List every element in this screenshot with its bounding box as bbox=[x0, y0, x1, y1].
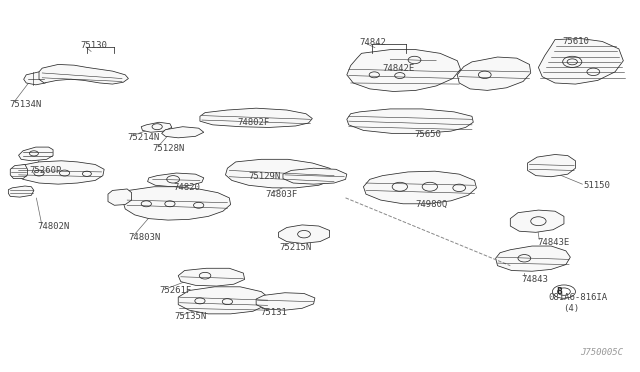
Polygon shape bbox=[225, 159, 336, 188]
Text: J750005C: J750005C bbox=[580, 348, 623, 357]
Polygon shape bbox=[15, 161, 104, 184]
Polygon shape bbox=[19, 147, 53, 161]
Polygon shape bbox=[278, 225, 330, 243]
Text: 081A6-816IA: 081A6-816IA bbox=[548, 294, 608, 302]
Polygon shape bbox=[178, 287, 269, 314]
Polygon shape bbox=[178, 268, 244, 286]
Polygon shape bbox=[364, 171, 476, 204]
Polygon shape bbox=[256, 293, 315, 310]
Text: 75131: 75131 bbox=[260, 308, 287, 317]
Polygon shape bbox=[347, 49, 461, 92]
Text: 74842: 74842 bbox=[360, 38, 387, 47]
Text: 75650: 75650 bbox=[415, 129, 442, 139]
Polygon shape bbox=[458, 57, 531, 90]
Text: 75610: 75610 bbox=[563, 37, 589, 46]
Polygon shape bbox=[162, 127, 204, 138]
Text: 74843: 74843 bbox=[521, 275, 548, 284]
Polygon shape bbox=[39, 64, 129, 84]
Polygon shape bbox=[510, 210, 564, 232]
Text: 75260P: 75260P bbox=[29, 166, 61, 175]
Text: 75130: 75130 bbox=[81, 41, 108, 50]
Text: 75214N: 75214N bbox=[127, 132, 159, 142]
Text: 75215N: 75215N bbox=[279, 243, 312, 251]
Text: 75135N: 75135N bbox=[174, 312, 207, 321]
Polygon shape bbox=[200, 108, 312, 128]
Text: 74843E: 74843E bbox=[537, 238, 570, 247]
Text: 74820: 74820 bbox=[173, 183, 200, 192]
Text: 75129N: 75129N bbox=[248, 172, 281, 181]
Text: 74803F: 74803F bbox=[266, 190, 298, 199]
Polygon shape bbox=[141, 122, 172, 132]
Text: 74802F: 74802F bbox=[237, 119, 269, 128]
Polygon shape bbox=[10, 164, 28, 179]
Text: 51150: 51150 bbox=[583, 181, 610, 190]
Polygon shape bbox=[538, 38, 623, 84]
Text: 74980Q: 74980Q bbox=[416, 200, 448, 209]
Polygon shape bbox=[347, 109, 473, 134]
Text: (4): (4) bbox=[563, 304, 579, 313]
Polygon shape bbox=[24, 72, 49, 85]
Polygon shape bbox=[124, 187, 230, 220]
Polygon shape bbox=[527, 154, 575, 177]
Text: 75128N: 75128N bbox=[153, 144, 185, 153]
Text: 74842E: 74842E bbox=[383, 64, 415, 73]
Polygon shape bbox=[495, 246, 570, 271]
Polygon shape bbox=[389, 52, 438, 67]
Polygon shape bbox=[283, 168, 347, 184]
Polygon shape bbox=[148, 173, 204, 187]
Text: 75261F: 75261F bbox=[159, 286, 191, 295]
Polygon shape bbox=[108, 189, 132, 205]
Polygon shape bbox=[8, 186, 34, 197]
Text: 74803N: 74803N bbox=[129, 233, 161, 243]
Text: 74802N: 74802N bbox=[38, 222, 70, 231]
Text: B: B bbox=[556, 287, 562, 296]
Text: 75134N: 75134N bbox=[9, 100, 41, 109]
